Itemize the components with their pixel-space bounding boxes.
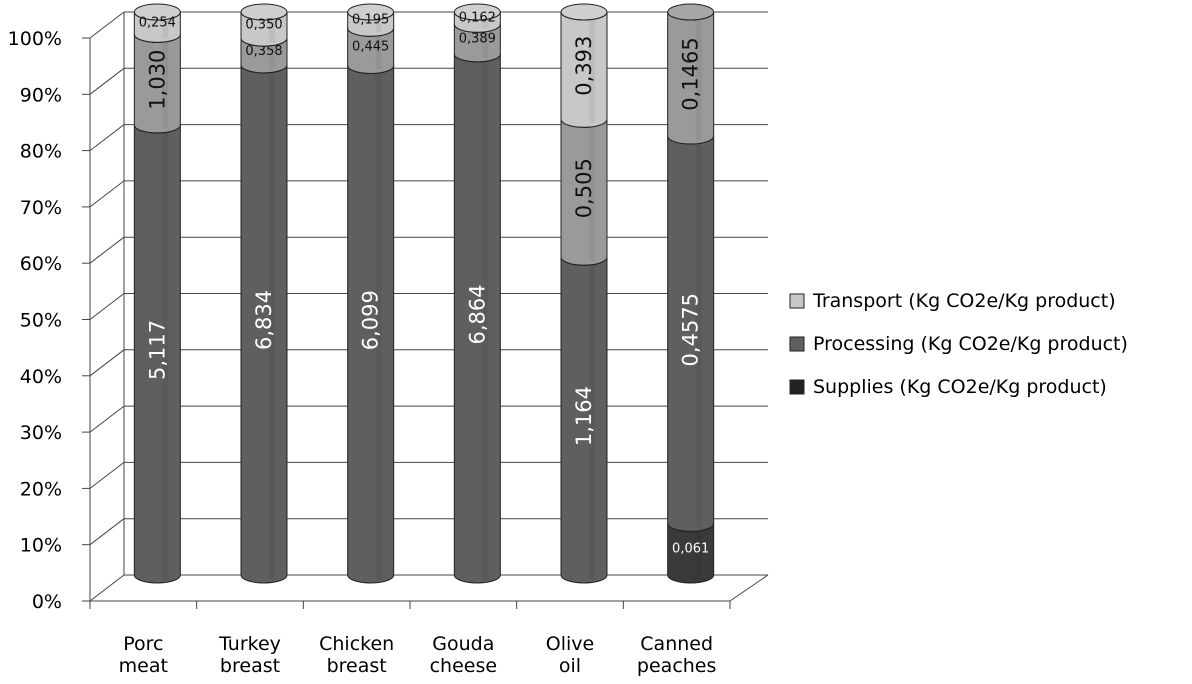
data-label: 0,350 xyxy=(245,18,282,33)
legend-swatch xyxy=(789,293,805,309)
x-category-label: Turkey breast xyxy=(218,633,281,677)
x-category-label-line: breast xyxy=(327,655,387,677)
y-tick-label: 90% xyxy=(20,84,62,106)
data-label: 6,099 xyxy=(359,290,383,350)
cylinder-top-cap xyxy=(667,3,715,21)
x-category-label-line: Chicken xyxy=(319,633,394,655)
y-tick-label: 0% xyxy=(32,591,62,613)
y-tick-label: 50% xyxy=(20,310,62,332)
x-category-label: Canned peaches xyxy=(637,633,716,677)
x-category-label: Porc meat xyxy=(119,633,168,677)
data-label: 1,164 xyxy=(572,386,596,446)
side-wall-line xyxy=(89,518,125,546)
chart-floor xyxy=(90,574,769,602)
x-category-label-line: Olive xyxy=(546,633,594,655)
x-category-label: Gouda cheese xyxy=(430,633,497,677)
chart-back-wall xyxy=(89,11,768,602)
side-wall-line xyxy=(89,11,125,39)
cylinder-olive-oil: 1,164 0,505 0,393 xyxy=(560,3,608,584)
x-category-label-line: Gouda xyxy=(432,633,494,655)
x-category-label-line: Porc xyxy=(123,633,163,655)
cylinder-top-cap xyxy=(133,3,181,21)
side-wall-line xyxy=(89,293,125,320)
side-wall-line xyxy=(89,574,125,602)
data-label: 0,505 xyxy=(572,158,596,218)
x-category-label-line: meat xyxy=(119,655,168,677)
cylinder-top-cap xyxy=(453,3,501,21)
data-label: 1,030 xyxy=(145,50,169,110)
y-tick-label: 70% xyxy=(20,197,62,219)
side-wall-line xyxy=(89,67,125,95)
cylinder-turkey-breast: 6,834 0,358 0,350 xyxy=(240,3,288,584)
data-label: 0,389 xyxy=(459,32,496,47)
legend-swatch xyxy=(789,379,805,395)
legend-label: Transport (Kg CO2e/Kg product) xyxy=(812,290,1116,312)
y-tick-label: 100% xyxy=(8,28,62,50)
y-tick-label: 10% xyxy=(20,535,62,557)
x-category-label: Olive oil xyxy=(546,633,594,677)
data-label: 5,117 xyxy=(145,320,169,380)
y-tick-label: 40% xyxy=(20,366,62,388)
cylinder-canned-peaches: 0,061 0,4575 0,1465 xyxy=(667,3,715,584)
side-wall-line xyxy=(89,124,125,151)
legend-label: Supplies (Kg CO2e/Kg product) xyxy=(813,376,1107,398)
legend-swatch xyxy=(789,336,805,352)
x-category-label-line: breast xyxy=(220,655,280,677)
side-wall-line xyxy=(89,462,125,489)
y-tick-label: 60% xyxy=(20,253,62,275)
side-wall-line xyxy=(89,180,125,208)
data-label: 6,864 xyxy=(465,284,489,344)
data-label: 0,4575 xyxy=(679,293,703,366)
x-category-label-line: peaches xyxy=(637,655,716,677)
cylinder-top-cap xyxy=(347,3,395,21)
cylinder-chicken-breast: 6,099 0,445 0,195 xyxy=(347,3,395,584)
y-tick-label: 80% xyxy=(20,141,62,163)
legend-label: Processing (Kg CO2e/Kg product) xyxy=(813,333,1128,355)
cylinder-top-cap xyxy=(560,3,608,21)
data-label: 0,445 xyxy=(352,39,389,54)
data-label: 0,254 xyxy=(139,16,176,31)
data-label: 0,162 xyxy=(459,11,496,26)
x-category-label-line: Turkey xyxy=(218,633,281,655)
x-category-label: Chicken breast xyxy=(319,633,394,677)
data-label: 0,393 xyxy=(572,36,596,96)
data-label: 6,834 xyxy=(252,290,276,350)
bars-layer: 5,117 1,030 0,254 6,834 0,358 0,350 6,099 0,445… xyxy=(133,3,715,584)
x-category-label-line: oil xyxy=(559,655,581,677)
y-tick-label: 30% xyxy=(20,422,62,444)
legend: Transport (Kg CO2e/Kg product) Processing… xyxy=(789,290,1128,398)
side-wall-line xyxy=(89,236,125,264)
cylinder-porc-meat: 5,117 1,030 0,254 xyxy=(133,3,181,584)
data-label: 0,358 xyxy=(245,44,282,59)
y-axis: 0% 10% 20% 30% 40% 50% 60% 70% 80% 90% 100% xyxy=(8,28,91,613)
data-label: 0,195 xyxy=(352,13,389,28)
cylinder-top-cap xyxy=(240,3,288,21)
y-tick-label: 20% xyxy=(20,478,62,500)
data-label: 0,061 xyxy=(672,542,709,557)
side-wall-line xyxy=(89,405,125,433)
x-category-label-line: cheese xyxy=(430,655,497,677)
x-category-label-line: Canned xyxy=(640,633,713,655)
data-label: 0,1465 xyxy=(679,37,703,110)
side-wall-line xyxy=(89,349,125,377)
cylinder-gouda-cheese: 6,864 0,389 0,162 xyxy=(453,3,501,584)
floor-right-edge xyxy=(729,574,769,602)
